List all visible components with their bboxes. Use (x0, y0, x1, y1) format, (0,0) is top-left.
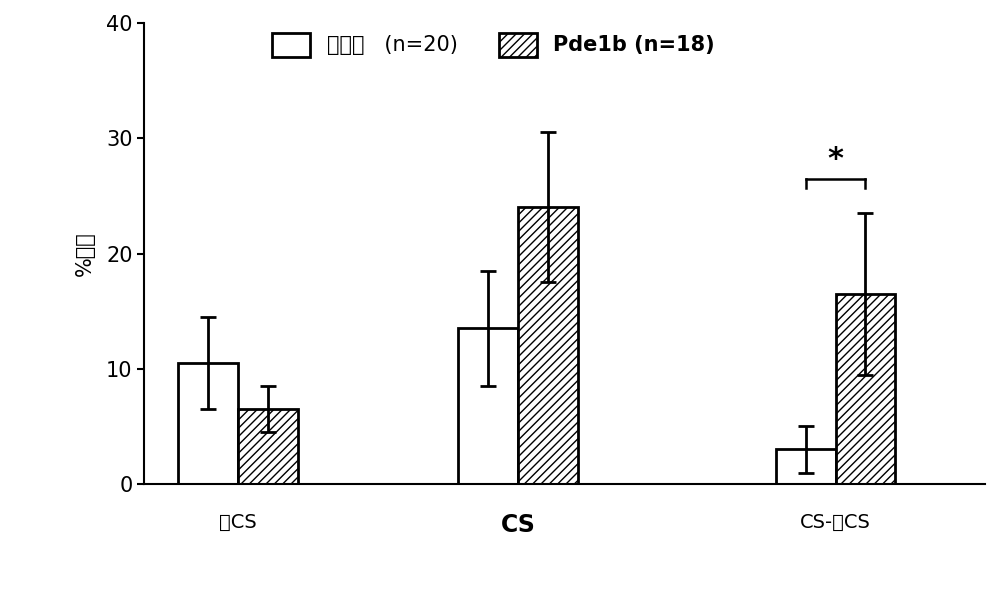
Bar (836, 294, 895, 484)
Bar (776, 449, 836, 484)
Text: CS-前CS: CS-前CS (800, 513, 871, 532)
Bar (458, 328, 518, 484)
Bar (238, 409, 298, 484)
Bar (178, 363, 238, 484)
Legend: 非靶向   (n=20), Pde1b (n=18): 非靶向 (n=20), Pde1b (n=18) (264, 24, 723, 65)
Text: 前CS: 前CS (219, 513, 257, 532)
Text: CS: CS (501, 513, 535, 537)
Y-axis label: %値直: %値直 (75, 231, 95, 276)
Bar (518, 208, 578, 484)
Text: *: * (828, 145, 844, 174)
